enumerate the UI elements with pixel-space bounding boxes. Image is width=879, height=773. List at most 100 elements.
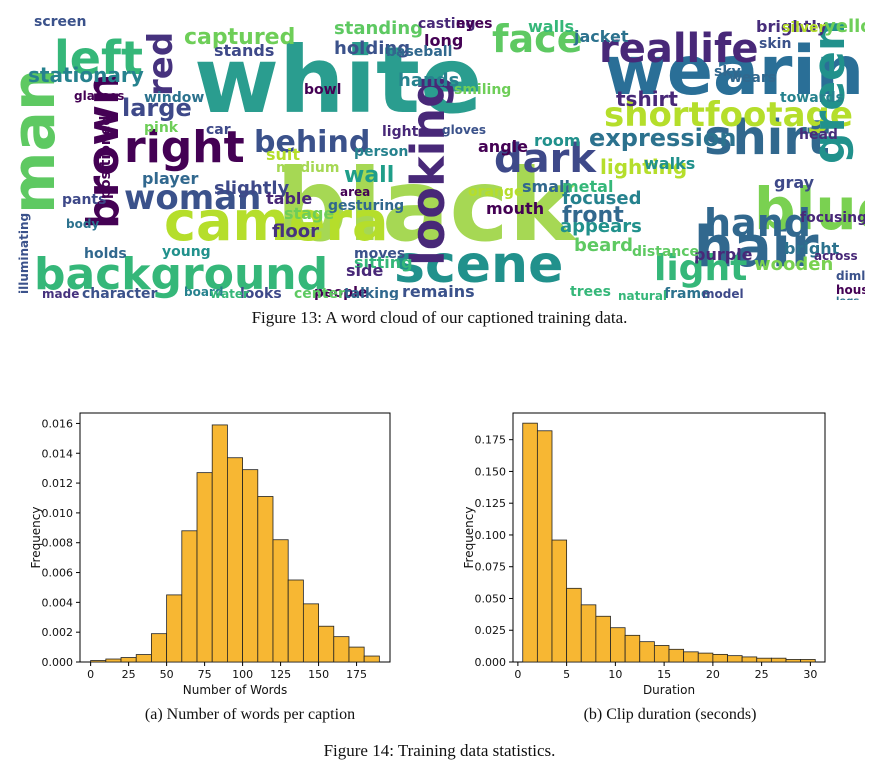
word-cloud-word: woman — [124, 178, 261, 218]
y-tick-label: 0.000 — [42, 656, 74, 669]
histogram-bar — [697, 652, 714, 663]
word-cloud-word: remains — [402, 282, 475, 300]
word-cloud-word: camera — [164, 190, 388, 253]
word-cloud-word: angle — [478, 137, 528, 156]
word-cloud-word: jacket — [573, 27, 629, 46]
histogram-bar — [595, 615, 611, 663]
word-cloud-word: gesturing — [328, 198, 404, 214]
word-cloud-word: window — [144, 90, 204, 106]
word-cloud-word: lighting — [600, 155, 687, 179]
y-tick-label: 0.000 — [475, 656, 507, 669]
word-cloud-word: blue — [754, 175, 865, 243]
subcaption-a: (a) Number of words per caption — [144, 706, 356, 723]
histogram-bar — [287, 579, 304, 663]
word-cloud-word: floor — [272, 221, 319, 242]
word-cloud-word: suit — [266, 145, 300, 164]
histogram-bar — [181, 530, 198, 663]
histogram-bar — [166, 594, 183, 663]
word-cloud-word: shirt — [704, 110, 830, 166]
word-cloud-word: people — [314, 285, 367, 300]
histogram-bar — [639, 641, 655, 663]
word-cloud-word: wearing — [604, 32, 865, 111]
word-cloud-word: room — [534, 131, 581, 150]
word-cloud-word: gray — [774, 173, 815, 192]
histogram-bar — [120, 657, 137, 663]
histogram-bar — [536, 430, 553, 663]
word-cloud-word: stage — [284, 204, 334, 223]
word-cloud-word: small — [522, 177, 570, 196]
word-cloud-word: tshirt — [616, 87, 678, 111]
histogram-bar — [227, 457, 243, 663]
word-cloud-word: center — [294, 286, 345, 300]
word-cloud-word: orange — [468, 184, 523, 200]
word-cloud-word: medium — [276, 160, 339, 176]
word-cloud-word: pants — [62, 192, 106, 208]
x-tick-label: 50 — [160, 668, 174, 681]
word-cloud-word: white — [194, 27, 482, 134]
word-cloud-word: behind — [254, 125, 370, 160]
x-tick-label: 15 — [657, 668, 671, 681]
histogram-bar — [610, 627, 626, 663]
x-tick-label: 100 — [232, 668, 253, 681]
word-cloud-word: beard — [574, 235, 633, 256]
word-cloud-word: screen — [34, 14, 87, 30]
word-cloud-word: holding — [334, 38, 410, 59]
x-tick-label: 75 — [198, 668, 212, 681]
word-cloud-word: baseball — [386, 44, 452, 60]
word-cloud-word: talking — [344, 286, 399, 300]
histogram-bar — [668, 648, 685, 663]
word-cloud-word: background — [34, 249, 328, 300]
word-cloud-word: slightly — [214, 178, 290, 199]
y-tick-label: 0.150 — [475, 465, 507, 478]
histogram-bar — [211, 424, 228, 663]
histogram-bar — [318, 625, 335, 663]
histogram-bar — [653, 645, 670, 663]
y-tick-label: 0.075 — [475, 561, 507, 574]
word-cloud-word: player — [142, 169, 199, 188]
x-tick-label: 25 — [755, 668, 769, 681]
word-cloud-word: glasses — [74, 89, 124, 103]
word-cloud-word: stands — [214, 41, 274, 60]
y-tick-label: 0.025 — [475, 624, 507, 637]
word-cloud-word: casting — [418, 16, 476, 32]
word-cloud-word: looking — [401, 75, 455, 266]
word-cloud-word: person — [354, 144, 408, 160]
word-cloud-word: trees — [570, 284, 611, 300]
word-cloud-word: silver — [782, 20, 826, 36]
histogram-bar — [363, 655, 380, 663]
word-cloud-word: metal — [562, 177, 613, 196]
histogram-bar — [683, 651, 699, 663]
word-cloud-word: towards — [780, 90, 844, 106]
word-cloud-word: focusing — [800, 210, 865, 226]
word-cloud-word: right — [124, 122, 245, 173]
word-cloud-word: dimly — [836, 269, 865, 283]
word-cloud-word: head — [799, 127, 838, 143]
word-cloud-word: brown — [78, 74, 129, 229]
histogram-bar — [727, 655, 743, 663]
word-cloud-word: across — [814, 249, 858, 263]
y-tick-label: 0.002 — [42, 626, 74, 639]
word-cloud: whiteblackwearingmanhairbackgroundscenec… — [14, 4, 865, 300]
histogram-bar — [580, 604, 597, 663]
word-cloud-word: lights — [382, 124, 427, 140]
word-cloud-word: black — [276, 147, 578, 264]
histogram-bar — [712, 653, 728, 663]
word-cloud-word: natural — [618, 289, 667, 300]
word-cloud-word: captured — [184, 25, 295, 50]
y-tick-label: 0.014 — [42, 447, 74, 460]
word-cloud-word: house — [836, 283, 865, 297]
word-cloud-word: walks — [644, 154, 695, 173]
word-cloud-word: stationary — [28, 63, 144, 87]
y-tick-label: 0.012 — [42, 477, 74, 490]
word-cloud-word: gloves — [442, 123, 486, 137]
word-cloud-word: frame — [664, 286, 711, 300]
histogram-bar — [257, 496, 274, 663]
word-cloud-word: yellow — [824, 16, 865, 37]
word-cloud-word: walls — [528, 17, 574, 36]
word-cloud-word: appears — [560, 216, 642, 237]
word-cloud-word: shortfootage — [604, 95, 853, 135]
word-cloud-word: hands — [398, 70, 459, 91]
word-cloud-word: pink — [144, 120, 179, 136]
word-cloud-word: illuminating — [17, 213, 31, 294]
word-cloud-word: standing — [334, 18, 423, 39]
